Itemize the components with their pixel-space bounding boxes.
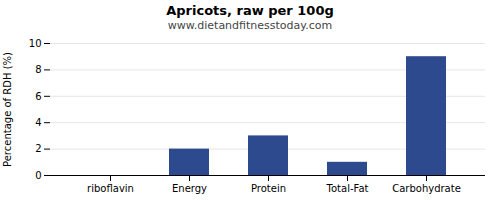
svg-text:4: 4 bbox=[35, 117, 41, 128]
svg-text:Energy: Energy bbox=[172, 183, 207, 194]
svg-text:riboflavin: riboflavin bbox=[87, 183, 134, 194]
svg-text:Percentage of RDH (%): Percentage of RDH (%) bbox=[2, 52, 13, 167]
svg-text:Total-Fat: Total-Fat bbox=[326, 183, 369, 194]
svg-text:2: 2 bbox=[35, 143, 41, 154]
svg-text:Carbohydrate: Carbohydrate bbox=[392, 183, 461, 194]
svg-text:10: 10 bbox=[29, 38, 42, 49]
svg-text:8: 8 bbox=[35, 64, 41, 75]
html-text:www.dietandfitnesstoday.com: www.dietandfitnesstoday.com bbox=[167, 19, 333, 32]
html-text:Apricots, raw per 100g: Apricots, raw per 100g bbox=[166, 3, 334, 18]
svg-text:6: 6 bbox=[35, 91, 41, 102]
svg-text:Protein: Protein bbox=[251, 183, 286, 194]
svg-text:0: 0 bbox=[35, 170, 41, 181]
